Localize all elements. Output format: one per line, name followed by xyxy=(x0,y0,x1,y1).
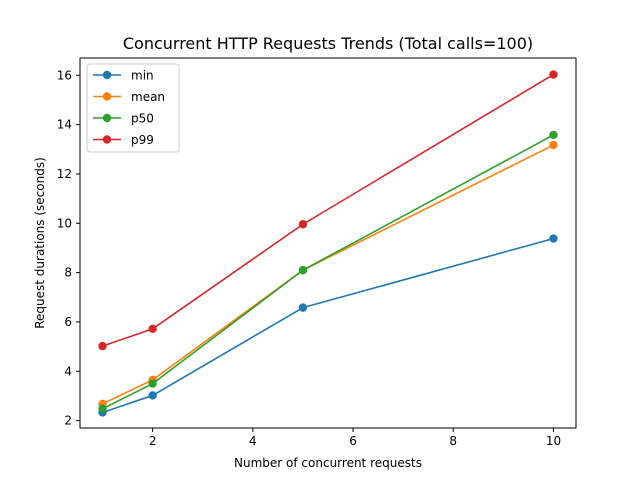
legend: min mean p50 p99 xyxy=(86,63,180,153)
y-tick-label: 12 xyxy=(57,167,72,181)
x-tick-label: 10 xyxy=(546,434,561,448)
x-tick-label: 6 xyxy=(349,434,357,448)
data-point-p99 xyxy=(298,220,308,229)
data-point-p99 xyxy=(549,70,558,79)
series-line-mean xyxy=(101,143,555,405)
data-point-mean xyxy=(549,140,558,150)
x-axis-label: Number of concurrent requests xyxy=(234,456,422,470)
y-tick-label: 8 xyxy=(64,266,72,280)
legend-item-p50: p50 xyxy=(93,112,154,126)
chart-title: Concurrent HTTP Requests Trends (Total c… xyxy=(123,34,533,53)
legend-items: min mean p50 p99 xyxy=(93,69,165,147)
legend-marker xyxy=(102,70,112,80)
data-point-p50 xyxy=(298,265,308,275)
y-tick-label: 6 xyxy=(64,315,72,329)
x-tick-label: 8 xyxy=(449,434,457,448)
series-line-p99 xyxy=(101,73,555,348)
legend-label: min xyxy=(131,69,154,83)
y-tick-label: 14 xyxy=(57,118,72,132)
series-group xyxy=(98,70,558,417)
legend-item-mean: mean xyxy=(93,90,165,104)
data-point-min xyxy=(148,391,157,400)
legend-marker xyxy=(102,113,112,123)
series-line-min xyxy=(101,237,555,414)
data-point-p50 xyxy=(98,404,107,413)
legend-label: p50 xyxy=(131,112,154,126)
legend-item-p99: p99 xyxy=(93,133,154,147)
legend-label: p99 xyxy=(131,133,154,147)
data-point-p50 xyxy=(549,130,558,140)
data-point-min xyxy=(549,234,558,243)
legend-label: mean xyxy=(131,90,165,104)
data-point-p50 xyxy=(148,379,157,388)
data-point-p99 xyxy=(148,324,157,334)
legend-box xyxy=(86,63,180,153)
legend-item-min: min xyxy=(93,69,154,83)
data-point-min xyxy=(298,303,308,312)
y-tick-label: 2 xyxy=(64,414,72,428)
y-tick-label: 16 xyxy=(57,68,72,82)
x-axis-ticks: 2 4 6 8 10 xyxy=(149,428,561,448)
x-tick-label: 2 xyxy=(149,434,157,448)
legend-marker xyxy=(102,135,112,144)
data-point-p99 xyxy=(98,341,107,351)
series-p50 xyxy=(98,130,558,413)
x-tick-label: 4 xyxy=(249,434,257,448)
y-tick-label: 10 xyxy=(57,216,72,230)
series-line-p50 xyxy=(101,133,555,410)
series-p99 xyxy=(98,70,558,351)
y-axis-label: Request durations (seconds) xyxy=(33,157,47,329)
y-axis-ticks: 2 4 6 8 10 12 14 16 xyxy=(57,68,80,428)
plot-frame xyxy=(79,57,577,429)
y-tick-label: 4 xyxy=(64,364,72,378)
legend-marker xyxy=(102,92,112,101)
